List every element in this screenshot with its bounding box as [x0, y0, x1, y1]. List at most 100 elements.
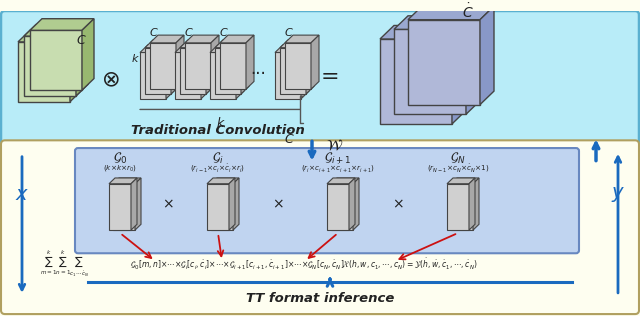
Polygon shape: [70, 30, 82, 102]
Text: C: C: [284, 28, 292, 38]
Polygon shape: [229, 178, 235, 230]
Text: k: k: [216, 117, 223, 130]
Text: C: C: [76, 34, 84, 47]
Polygon shape: [275, 52, 301, 99]
Text: Traditional Convolution: Traditional Convolution: [131, 124, 305, 137]
Text: $(k{\times}k{\times}r_0)$: $(k{\times}k{\times}r_0)$: [103, 163, 137, 173]
Text: k: k: [131, 54, 138, 64]
Text: C: C: [184, 28, 192, 38]
Polygon shape: [353, 178, 359, 230]
Polygon shape: [451, 184, 473, 230]
Polygon shape: [220, 43, 246, 89]
Polygon shape: [285, 43, 311, 89]
Text: $\mathcal{G}_{i+1}$: $\mathcal{G}_{i+1}$: [324, 151, 351, 166]
Polygon shape: [175, 52, 201, 99]
Polygon shape: [140, 52, 166, 99]
Text: $\times$: $\times$: [162, 197, 174, 211]
Polygon shape: [82, 19, 94, 90]
Polygon shape: [207, 184, 229, 230]
Polygon shape: [311, 35, 319, 89]
Polygon shape: [280, 48, 306, 94]
Text: $\mathcal{G}_i$: $\mathcal{G}_i$: [212, 151, 224, 166]
Polygon shape: [447, 184, 469, 230]
Polygon shape: [220, 35, 254, 43]
Polygon shape: [233, 178, 239, 230]
Polygon shape: [201, 45, 209, 99]
Polygon shape: [140, 45, 174, 52]
Text: $\times$: $\times$: [392, 197, 404, 211]
Text: $\mathcal{W}$: $\mathcal{W}$: [326, 138, 343, 154]
Polygon shape: [285, 35, 319, 43]
Text: $(r_{N-1}{\times}c_N{\times}\dot{c}_N{\times}1)$: $(r_{N-1}{\times}c_N{\times}\dot{c}_N{\t…: [427, 162, 489, 174]
Polygon shape: [30, 30, 82, 90]
FancyBboxPatch shape: [1, 11, 639, 144]
Polygon shape: [451, 178, 479, 184]
FancyBboxPatch shape: [1, 140, 639, 314]
Text: ···: ···: [250, 65, 266, 83]
Polygon shape: [207, 178, 235, 184]
Polygon shape: [215, 48, 241, 94]
Polygon shape: [301, 45, 309, 99]
Polygon shape: [480, 6, 494, 105]
Polygon shape: [180, 48, 206, 94]
FancyBboxPatch shape: [75, 148, 579, 253]
Text: $\mathit{y}$: $\mathit{y}$: [611, 185, 625, 204]
Polygon shape: [185, 35, 219, 43]
Polygon shape: [109, 184, 131, 230]
Text: $\mathcal{G}_0$: $\mathcal{G}_0$: [113, 151, 127, 166]
Polygon shape: [109, 178, 137, 184]
Polygon shape: [408, 6, 494, 20]
Polygon shape: [473, 178, 479, 230]
Polygon shape: [24, 25, 88, 36]
Text: =: =: [321, 67, 339, 87]
Polygon shape: [113, 178, 141, 184]
Polygon shape: [211, 178, 239, 184]
Polygon shape: [210, 52, 236, 99]
Polygon shape: [211, 35, 219, 89]
Polygon shape: [113, 184, 135, 230]
Polygon shape: [180, 40, 214, 48]
Polygon shape: [176, 35, 184, 89]
Text: $(r_i{\times}c_{i+1}{\times}\dot{c}_{i+1}{\times}r_{i+1})$: $(r_i{\times}c_{i+1}{\times}\dot{c}_{i+1…: [301, 162, 375, 174]
Polygon shape: [18, 30, 82, 42]
Polygon shape: [30, 19, 94, 30]
Polygon shape: [349, 178, 355, 230]
Polygon shape: [380, 39, 452, 124]
Polygon shape: [210, 45, 244, 52]
Polygon shape: [211, 184, 233, 230]
Text: $\sum_{m=1}^{k}\sum_{n=1}^{k}\sum_{c_1\cdots\dot{c}_N}$: $\sum_{m=1}^{k}\sum_{n=1}^{k}\sum_{c_1\c…: [40, 249, 89, 279]
Text: $\otimes$: $\otimes$: [100, 70, 119, 90]
Polygon shape: [469, 178, 475, 230]
Polygon shape: [166, 45, 174, 99]
Polygon shape: [236, 45, 244, 99]
Text: $\times$: $\times$: [272, 197, 284, 211]
Polygon shape: [135, 178, 141, 230]
Polygon shape: [408, 20, 480, 105]
Text: C: C: [219, 28, 227, 38]
Text: $\dot{C}$: $\dot{C}$: [462, 2, 474, 21]
Polygon shape: [447, 178, 475, 184]
Polygon shape: [380, 26, 466, 39]
Text: $\dot{C}$: $\dot{C}$: [284, 130, 295, 147]
Polygon shape: [24, 36, 76, 96]
Text: $\mathit{x}$: $\mathit{x}$: [15, 185, 29, 204]
Polygon shape: [76, 25, 88, 96]
Polygon shape: [145, 48, 171, 94]
Polygon shape: [131, 178, 137, 230]
Text: $\mathcal{G}_0[m,n]{\times}\cdots{\times}\mathcal{G}_i[c_i,\dot{c}_i]{\times}\cd: $\mathcal{G}_0[m,n]{\times}\cdots{\times…: [130, 256, 477, 271]
Polygon shape: [150, 35, 184, 43]
Polygon shape: [327, 184, 349, 230]
Polygon shape: [306, 40, 314, 94]
Polygon shape: [327, 178, 355, 184]
Polygon shape: [175, 45, 209, 52]
Text: TT format inference: TT format inference: [246, 292, 394, 305]
Polygon shape: [331, 184, 353, 230]
Polygon shape: [150, 43, 176, 89]
Polygon shape: [394, 29, 466, 114]
Polygon shape: [246, 35, 254, 89]
Polygon shape: [394, 16, 480, 29]
Polygon shape: [171, 40, 179, 94]
Polygon shape: [452, 26, 466, 124]
Polygon shape: [466, 16, 480, 114]
Text: C: C: [149, 28, 157, 38]
